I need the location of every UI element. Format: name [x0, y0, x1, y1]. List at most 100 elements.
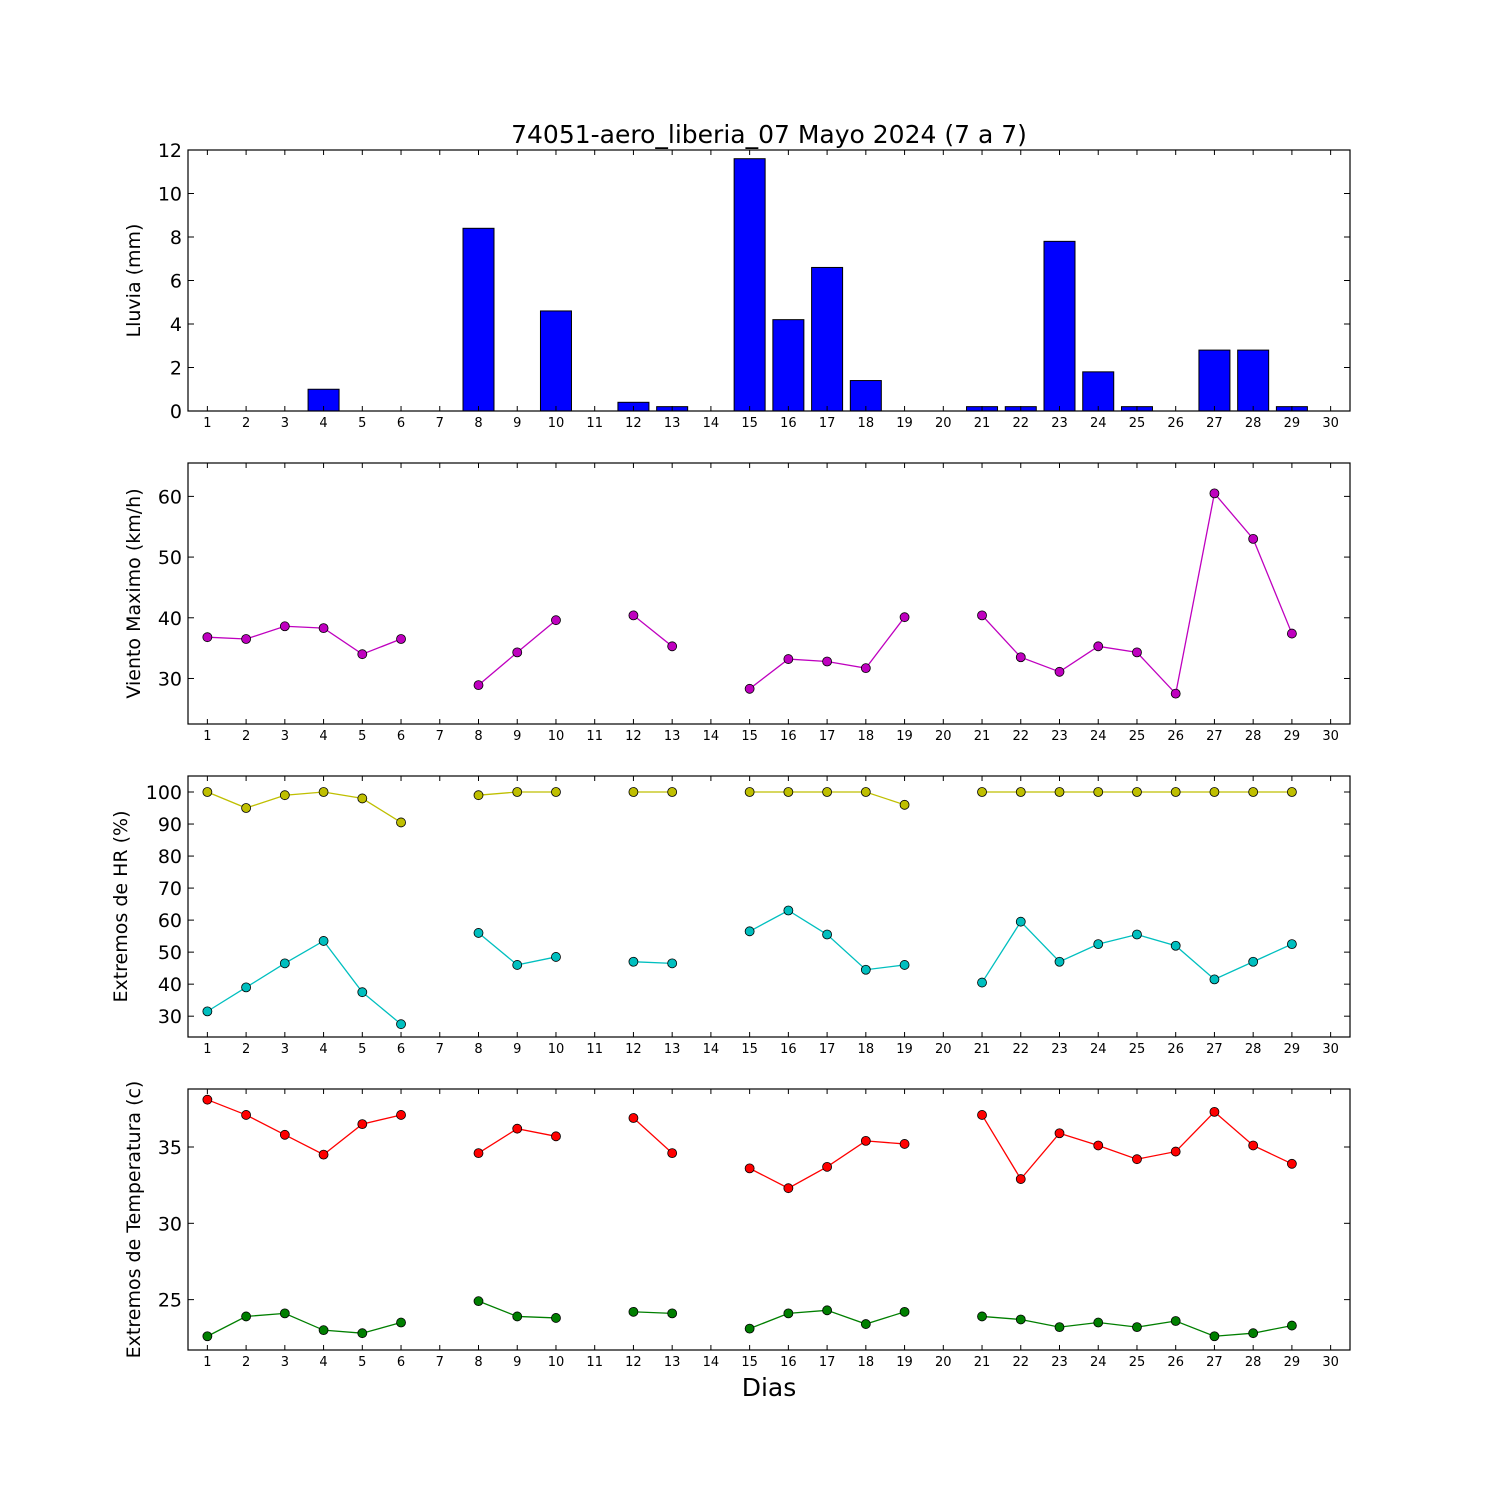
- series-2-point-day-18: [860, 1319, 871, 1329]
- x-tick-label: 28: [1245, 729, 1262, 744]
- axes-frame: [187, 1088, 1351, 1351]
- series-1-point-day-15: [744, 787, 755, 797]
- y-tick-label: 6: [170, 271, 182, 293]
- series-1-line: [632, 1117, 673, 1154]
- series-1-point-day-23: [1054, 1128, 1065, 1139]
- x-tick-label: 27: [1206, 729, 1223, 744]
- x-tick-label: 13: [664, 1042, 681, 1057]
- x-tick-label: 26: [1167, 1042, 1184, 1057]
- x-tick-label: 26: [1167, 1355, 1184, 1370]
- rain-bar-day-17: [811, 266, 844, 412]
- series-1-point-day-27: [1209, 787, 1220, 797]
- rain-bar-day-24: [1082, 371, 1115, 412]
- x-axis-label: Dias: [742, 1373, 797, 1402]
- x-tick-label: 7: [436, 416, 444, 431]
- x-tick-label: 16: [780, 1355, 797, 1370]
- x-tick-label: 10: [548, 1042, 565, 1057]
- x-tick-label: 21: [974, 729, 991, 744]
- series-2-point-day-16: [783, 905, 794, 916]
- x-tick-label: 3: [281, 416, 289, 431]
- x-tick-label: 4: [319, 1355, 327, 1370]
- series-2-point-day-22: [1015, 916, 1026, 927]
- x-tick-label: 1: [203, 729, 211, 744]
- x-tick-label: 6: [397, 1355, 405, 1370]
- x-tick-label: 29: [1284, 1042, 1301, 1057]
- x-tick-label: 7: [436, 729, 444, 744]
- x-tick-label: 22: [1012, 729, 1029, 744]
- series-1-point-day-17: [822, 1161, 832, 1172]
- x-tick-label: 8: [474, 729, 482, 744]
- x-tick-label: 29: [1284, 1355, 1301, 1370]
- x-tick-label: 18: [858, 1042, 875, 1057]
- series-2-point-day-28: [1248, 956, 1259, 967]
- x-tick-label: 5: [358, 1042, 366, 1057]
- y-tick-label: 30: [158, 1006, 182, 1028]
- series-1-point-day-12: [628, 610, 639, 621]
- series-2-point-day-12: [628, 1306, 639, 1317]
- series-1-point-day-10: [551, 615, 561, 626]
- y-tick-label: 70: [158, 878, 182, 900]
- x-tick-label: 19: [896, 729, 913, 744]
- series-2-line: [633, 1311, 673, 1315]
- x-tick-label: 20: [935, 1042, 952, 1057]
- x-tick-label: 22: [1012, 416, 1029, 431]
- x-tick-label: 20: [935, 729, 952, 744]
- series-1-point-day-15: [744, 1163, 755, 1174]
- series-1-point-day-29: [1287, 628, 1297, 639]
- series-1-point-day-5: [357, 793, 368, 804]
- series-2-point-day-29: [1287, 939, 1297, 950]
- x-tick-label: 15: [741, 416, 758, 431]
- x-tick-label: 11: [586, 1042, 603, 1057]
- x-tick-label: 15: [741, 1355, 758, 1370]
- series-2-line: [633, 961, 673, 964]
- x-tick-label: 19: [896, 1042, 913, 1057]
- x-tick-label: 21: [974, 1355, 991, 1370]
- series-1-point-day-5: [357, 1119, 368, 1130]
- series-1-point-day-28: [1248, 533, 1259, 544]
- x-tick-label: 2: [242, 729, 250, 744]
- series-1-point-day-5: [357, 649, 368, 660]
- x-tick-label: 17: [819, 729, 836, 744]
- x-tick-label: 4: [319, 416, 327, 431]
- x-tick-label: 30: [1322, 1042, 1339, 1057]
- series-2-point-day-21: [977, 1311, 987, 1322]
- x-tick-label: 10: [548, 416, 565, 431]
- series-1-point-day-21: [977, 1110, 987, 1120]
- series-2-point-day-3: [279, 958, 290, 969]
- rain-bar-day-28: [1237, 349, 1270, 412]
- y-tick-label: 0: [170, 401, 182, 423]
- x-tick-label: 7: [436, 1042, 444, 1057]
- x-tick-label: 16: [780, 1042, 797, 1057]
- series-2-point-day-9: [512, 960, 523, 970]
- x-tick-label: 14: [703, 1042, 720, 1057]
- series-1-point-day-8: [473, 790, 484, 801]
- x-tick-label: 20: [935, 416, 952, 431]
- series-2-point-day-2: [241, 1311, 252, 1322]
- series-1-point-day-24: [1093, 787, 1104, 797]
- series-2-point-day-15: [744, 926, 755, 937]
- x-tick-label: 5: [358, 416, 366, 431]
- series-1-line: [207, 625, 402, 655]
- x-tick-label: 27: [1206, 1355, 1223, 1370]
- x-tick-label: 13: [664, 729, 681, 744]
- series-1-point-day-18: [860, 787, 871, 797]
- series-2-point-day-3: [279, 1308, 290, 1319]
- x-tick-label: 8: [474, 1042, 482, 1057]
- x-tick-label: 27: [1206, 416, 1223, 431]
- series-2-point-day-8: [473, 928, 484, 938]
- rain-bar-day-23: [1043, 240, 1076, 412]
- x-tick-label: 28: [1245, 1355, 1262, 1370]
- x-tick-label: 23: [1051, 1042, 1068, 1057]
- series-2-point-day-15: [744, 1323, 755, 1334]
- x-tick-label: 23: [1051, 729, 1068, 744]
- series-1-point-day-10: [551, 787, 561, 797]
- series-2-point-day-26: [1170, 1316, 1181, 1326]
- x-tick-label: 5: [358, 1355, 366, 1370]
- y-tick-label: 50: [158, 547, 182, 569]
- x-tick-label: 18: [858, 729, 875, 744]
- series-1-point-day-16: [783, 654, 794, 664]
- x-tick-label: 3: [281, 729, 289, 744]
